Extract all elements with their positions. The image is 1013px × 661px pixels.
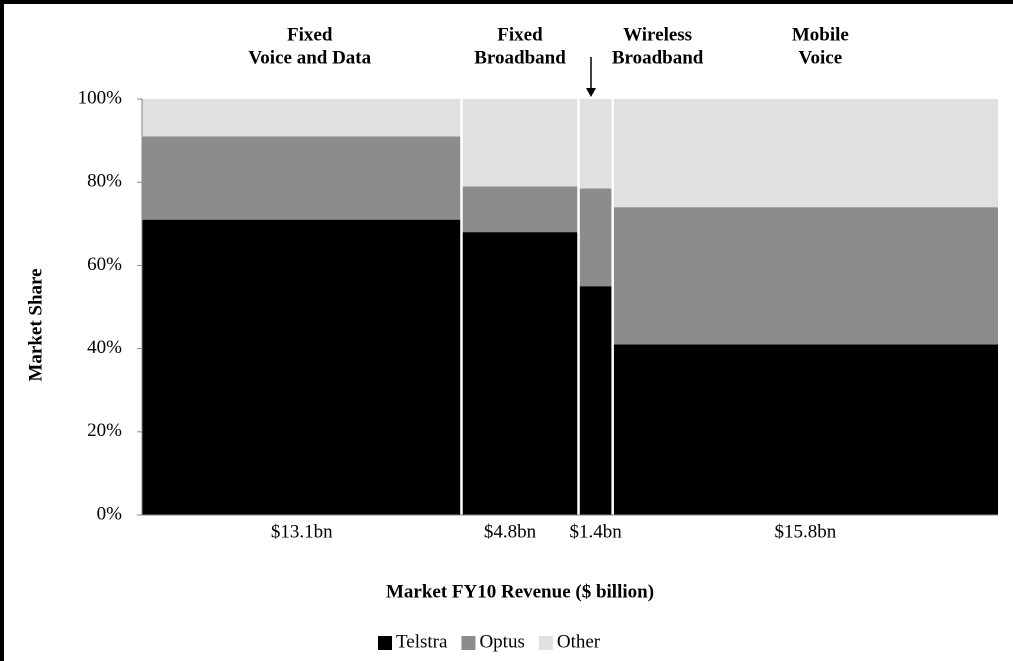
- annotation-arrowhead: [586, 88, 596, 97]
- category-header: Wireless: [623, 24, 692, 45]
- x-tick-label: $1.4bn: [569, 521, 622, 542]
- category-header: Broadband: [612, 47, 704, 68]
- category-header: Mobile: [792, 24, 849, 45]
- segment: [142, 136, 462, 220]
- x-axis-label: Market FY10 Revenue ($ billion): [386, 581, 654, 602]
- segment: [578, 286, 613, 515]
- x-tick-label: $15.8bn: [774, 521, 836, 542]
- legend-label: Other: [557, 631, 601, 652]
- frame-left: [0, 0, 4, 661]
- segment: [612, 344, 998, 515]
- segment: [612, 99, 998, 208]
- y-tick-label: 20%: [87, 420, 122, 441]
- y-tick-label: 80%: [87, 171, 122, 192]
- segment: [461, 99, 579, 187]
- y-axis-label: Market Share: [25, 268, 46, 381]
- segment: [461, 186, 579, 233]
- x-tick-label: $13.1bn: [271, 521, 333, 542]
- category-header: Fixed: [497, 24, 543, 45]
- y-tick-label: 40%: [87, 337, 122, 358]
- x-tick-label: $4.8bn: [484, 521, 537, 542]
- segment: [142, 99, 462, 137]
- legend-swatch: [538, 636, 553, 650]
- legend-swatch: [378, 636, 392, 650]
- category-header: Fixed: [287, 24, 333, 45]
- legend-label: Optus: [479, 631, 524, 652]
- y-tick-label: 60%: [87, 254, 122, 275]
- segment: [578, 188, 613, 287]
- y-tick-label: 0%: [97, 503, 123, 524]
- category-header: Voice and Data: [248, 47, 371, 68]
- category-header: Voice: [799, 47, 843, 68]
- segment: [142, 219, 462, 515]
- legend-label: Telstra: [396, 631, 448, 652]
- y-tick-label: 100%: [78, 87, 123, 108]
- segment: [578, 99, 613, 189]
- legend-swatch: [461, 636, 476, 650]
- segment: [612, 207, 998, 345]
- segment: [461, 232, 579, 515]
- category-header: Broadband: [474, 47, 566, 68]
- frame-top: [0, 0, 1013, 4]
